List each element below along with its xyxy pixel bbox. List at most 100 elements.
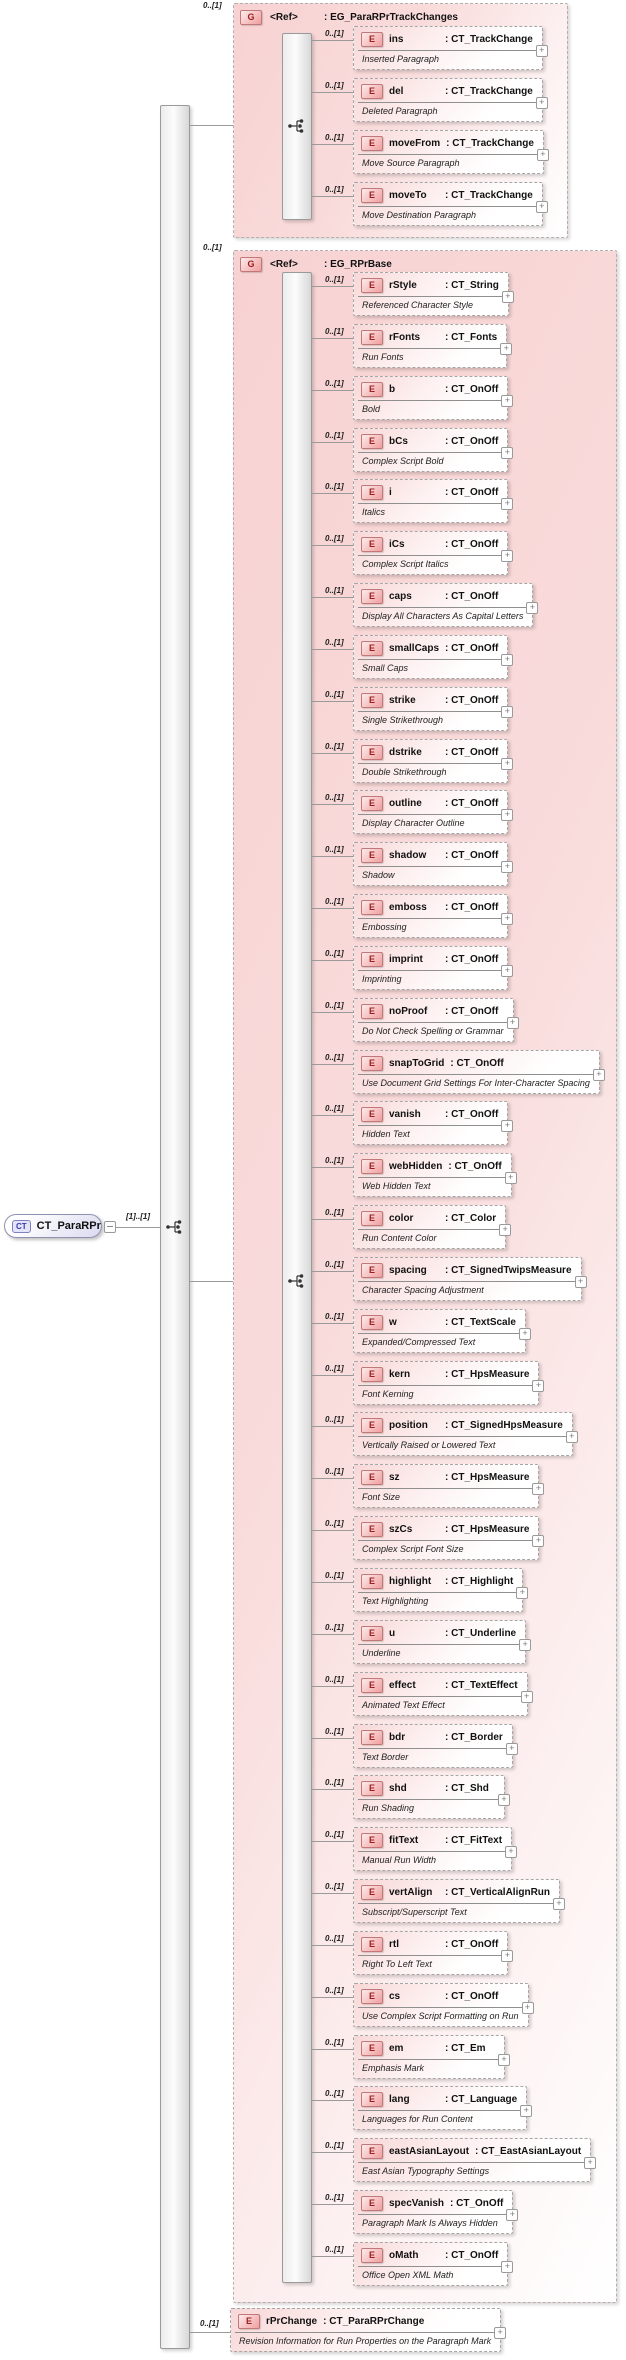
element-title: E u : CT_Underline bbox=[354, 1621, 525, 1644]
expand-button[interactable] bbox=[494, 2327, 507, 2339]
element-box[interactable]: E noProof : CT_OnOff Do Not Check Spelli… bbox=[353, 998, 519, 1042]
element-box[interactable]: E position : CT_SignedHpsMeasure Vertica… bbox=[353, 1412, 578, 1456]
cardinality-label: 0..[1] bbox=[325, 2193, 344, 2202]
element-box[interactable]: E moveTo : CT_TrackChange Move Destinati… bbox=[353, 182, 548, 226]
element-box[interactable]: E vertAlign : CT_VerticalAlignRun Subscr… bbox=[353, 1879, 566, 1923]
expand-button[interactable] bbox=[584, 2157, 597, 2169]
element-box[interactable]: E lang : CT_Language Languages for Run C… bbox=[353, 2086, 533, 2130]
element-box-rprchange[interactable]: E rPrChange : CT_ParaRPrChange Revision … bbox=[230, 2308, 507, 2352]
element-box[interactable]: E emboss : CT_OnOff Embossing bbox=[353, 894, 514, 938]
element-box[interactable]: E webHidden : CT_OnOff Web Hidden Text bbox=[353, 1153, 517, 1197]
expand-button[interactable] bbox=[535, 201, 548, 213]
expand-button[interactable] bbox=[505, 1846, 518, 1858]
expand-button[interactable] bbox=[520, 1691, 533, 1703]
element-box[interactable]: E specVanish : CT_OnOff Paragraph Mark I… bbox=[353, 2190, 519, 2234]
expand-button[interactable] bbox=[501, 1950, 514, 1962]
element-box[interactable]: E sz : CT_HpsMeasure Font Size bbox=[353, 1464, 545, 1508]
element-box[interactable]: E i : CT_OnOff Italics bbox=[353, 479, 514, 523]
expand-button[interactable] bbox=[498, 2054, 510, 2066]
expand-button[interactable] bbox=[506, 2209, 519, 2221]
element-box[interactable]: E outline : CT_OnOff Display Character O… bbox=[353, 790, 514, 834]
expand-button[interactable] bbox=[501, 395, 514, 407]
element-box[interactable]: E vanish : CT_OnOff Hidden Text bbox=[353, 1101, 514, 1145]
expand-button[interactable] bbox=[501, 758, 514, 770]
element-box[interactable]: E shadow : CT_OnOff Shadow bbox=[353, 842, 514, 886]
element-box[interactable]: E cs : CT_OnOff Use Complex Script Forma… bbox=[353, 1983, 534, 2027]
element-box[interactable]: E highlight : CT_Highlight Text Highligh… bbox=[353, 1568, 529, 1612]
expand-button[interactable] bbox=[521, 2002, 534, 2014]
expand-button[interactable] bbox=[535, 45, 548, 57]
connector-line bbox=[312, 597, 353, 598]
element-box[interactable]: E strike : CT_OnOff Single Strikethrough bbox=[353, 687, 514, 731]
expand-button[interactable] bbox=[504, 1172, 517, 1184]
element-box[interactable]: E eastAsianLayout : CT_EastAsianLayout E… bbox=[353, 2138, 597, 2182]
expand-button[interactable] bbox=[506, 1017, 519, 1029]
expand-button[interactable] bbox=[501, 861, 514, 873]
expand-button[interactable] bbox=[501, 654, 514, 666]
expand-button[interactable] bbox=[565, 1431, 578, 1443]
expand-button[interactable] bbox=[501, 550, 514, 562]
element-box[interactable]: E bCs : CT_OnOff Complex Script Bold bbox=[353, 428, 514, 472]
expand-button[interactable] bbox=[532, 1535, 545, 1547]
element-box[interactable]: E rFonts : CT_Fonts Run Fonts bbox=[353, 324, 513, 368]
element-box[interactable]: E bdr : CT_Border Text Border bbox=[353, 1724, 518, 1768]
expand-button[interactable] bbox=[501, 291, 514, 303]
expand-button[interactable] bbox=[501, 965, 514, 977]
element-box[interactable]: E rStyle : CT_String Referenced Characte… bbox=[353, 272, 514, 316]
element-box[interactable]: E szCs : CT_HpsMeasure Complex Script Fo… bbox=[353, 1516, 545, 1560]
expand-button[interactable] bbox=[501, 706, 514, 718]
element-box[interactable]: E spacing : CT_SignedTwipsMeasure Charac… bbox=[353, 1257, 587, 1301]
expand-button[interactable] bbox=[518, 1328, 531, 1340]
expand-button[interactable] bbox=[498, 1794, 510, 1806]
complex-type-node[interactable]: CT CT_ParaRPr bbox=[4, 1214, 102, 1238]
expand-button[interactable] bbox=[501, 809, 514, 821]
expand-button[interactable] bbox=[505, 1743, 518, 1755]
expand-button[interactable] bbox=[520, 2105, 533, 2117]
element-description: Run Content Color bbox=[362, 1233, 437, 1243]
element-box[interactable]: E iCs : CT_OnOff Complex Script Italics bbox=[353, 531, 514, 575]
expand-button[interactable] bbox=[501, 2261, 514, 2273]
expand-button[interactable] bbox=[553, 1898, 566, 1910]
expand-button[interactable] bbox=[536, 149, 549, 161]
element-name: moveFrom bbox=[389, 138, 441, 149]
connector-line bbox=[312, 2049, 353, 2050]
element-box[interactable]: E dstrike : CT_OnOff Double Strikethroug… bbox=[353, 739, 514, 783]
element-box[interactable]: E u : CT_Underline Underline bbox=[353, 1620, 532, 1664]
expand-button[interactable] bbox=[501, 913, 514, 925]
element-box[interactable]: E imprint : CT_OnOff Imprinting bbox=[353, 946, 514, 990]
element-box[interactable]: E ins : CT_TrackChange Inserted Paragrap… bbox=[353, 26, 548, 70]
expand-button[interactable] bbox=[592, 1069, 605, 1081]
expand-button[interactable] bbox=[532, 1380, 545, 1392]
expand-button[interactable] bbox=[501, 1120, 514, 1132]
expand-button[interactable] bbox=[535, 97, 548, 109]
element-box[interactable]: E effect : CT_TextEffect Animated Text E… bbox=[353, 1672, 533, 1716]
element-icon: E bbox=[361, 136, 383, 151]
element-box[interactable]: E moveFrom : CT_TrackChange Move Source … bbox=[353, 130, 549, 174]
element-box[interactable]: E shd : CT_Shd Run Shading bbox=[353, 1775, 510, 1819]
expand-button[interactable] bbox=[500, 343, 513, 355]
element-icon: E bbox=[361, 1678, 383, 1693]
element-box[interactable]: E smallCaps : CT_OnOff Small Caps bbox=[353, 635, 514, 679]
element-box[interactable]: E color : CT_Color Run Content Color bbox=[353, 1205, 512, 1249]
element-box[interactable]: E b : CT_OnOff Bold bbox=[353, 376, 514, 420]
expand-button[interactable] bbox=[516, 1587, 529, 1599]
element-box[interactable]: E w : CT_TextScale Expanded/Compressed T… bbox=[353, 1309, 531, 1353]
element-box[interactable]: E kern : CT_HpsMeasure Font Kerning bbox=[353, 1361, 545, 1405]
element-box[interactable]: E rtl : CT_OnOff Right To Left Text bbox=[353, 1931, 514, 1975]
element-box[interactable]: E em : CT_Em Emphasis Mark bbox=[353, 2035, 510, 2079]
element-description: Do Not Check Spelling or Grammar bbox=[362, 1026, 504, 1036]
expand-button[interactable] bbox=[526, 602, 539, 614]
element-box[interactable]: E fitText : CT_FitText Manual Run Width bbox=[353, 1827, 518, 1871]
expand-button[interactable] bbox=[532, 1483, 545, 1495]
expand-button[interactable] bbox=[574, 1276, 587, 1288]
element-icon: E bbox=[361, 1730, 383, 1745]
expand-button[interactable] bbox=[519, 1639, 532, 1651]
element-box[interactable]: E caps : CT_OnOff Display All Characters… bbox=[353, 583, 539, 627]
expand-button[interactable] bbox=[501, 498, 514, 510]
expand-button[interactable] bbox=[499, 1224, 512, 1236]
element-box[interactable]: E del : CT_TrackChange Deleted Paragraph bbox=[353, 78, 548, 122]
element-box[interactable]: E snapToGrid : CT_OnOff Use Document Gri… bbox=[353, 1050, 605, 1094]
element-box[interactable]: E oMath : CT_OnOff Office Open XML Math bbox=[353, 2242, 514, 2286]
expand-button[interactable] bbox=[501, 447, 514, 459]
connector-line bbox=[312, 144, 353, 145]
